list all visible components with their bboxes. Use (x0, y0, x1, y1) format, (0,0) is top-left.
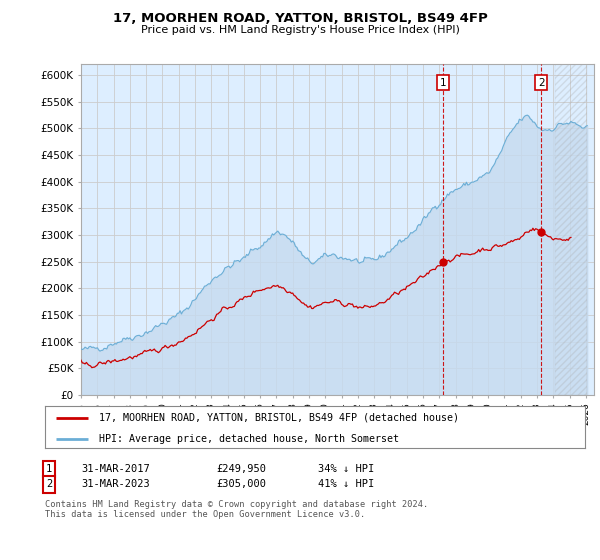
Text: 41% ↓ HPI: 41% ↓ HPI (318, 479, 374, 489)
Text: £305,000: £305,000 (216, 479, 266, 489)
Text: Price paid vs. HM Land Registry's House Price Index (HPI): Price paid vs. HM Land Registry's House … (140, 25, 460, 35)
Text: 2: 2 (46, 479, 52, 489)
Text: HPI: Average price, detached house, North Somerset: HPI: Average price, detached house, Nort… (99, 434, 399, 444)
Text: 31-MAR-2017: 31-MAR-2017 (81, 464, 150, 474)
Text: 1: 1 (440, 78, 446, 88)
Text: Contains HM Land Registry data © Crown copyright and database right 2024.
This d: Contains HM Land Registry data © Crown c… (45, 500, 428, 519)
Text: 17, MOORHEN ROAD, YATTON, BRISTOL, BS49 4FP (detached house): 17, MOORHEN ROAD, YATTON, BRISTOL, BS49 … (99, 413, 459, 423)
Text: 31-MAR-2023: 31-MAR-2023 (81, 479, 150, 489)
Text: 34% ↓ HPI: 34% ↓ HPI (318, 464, 374, 474)
Text: 1: 1 (46, 464, 52, 474)
Text: £249,950: £249,950 (216, 464, 266, 474)
Text: 17, MOORHEN ROAD, YATTON, BRISTOL, BS49 4FP: 17, MOORHEN ROAD, YATTON, BRISTOL, BS49 … (113, 12, 487, 25)
Text: 2: 2 (538, 78, 544, 88)
